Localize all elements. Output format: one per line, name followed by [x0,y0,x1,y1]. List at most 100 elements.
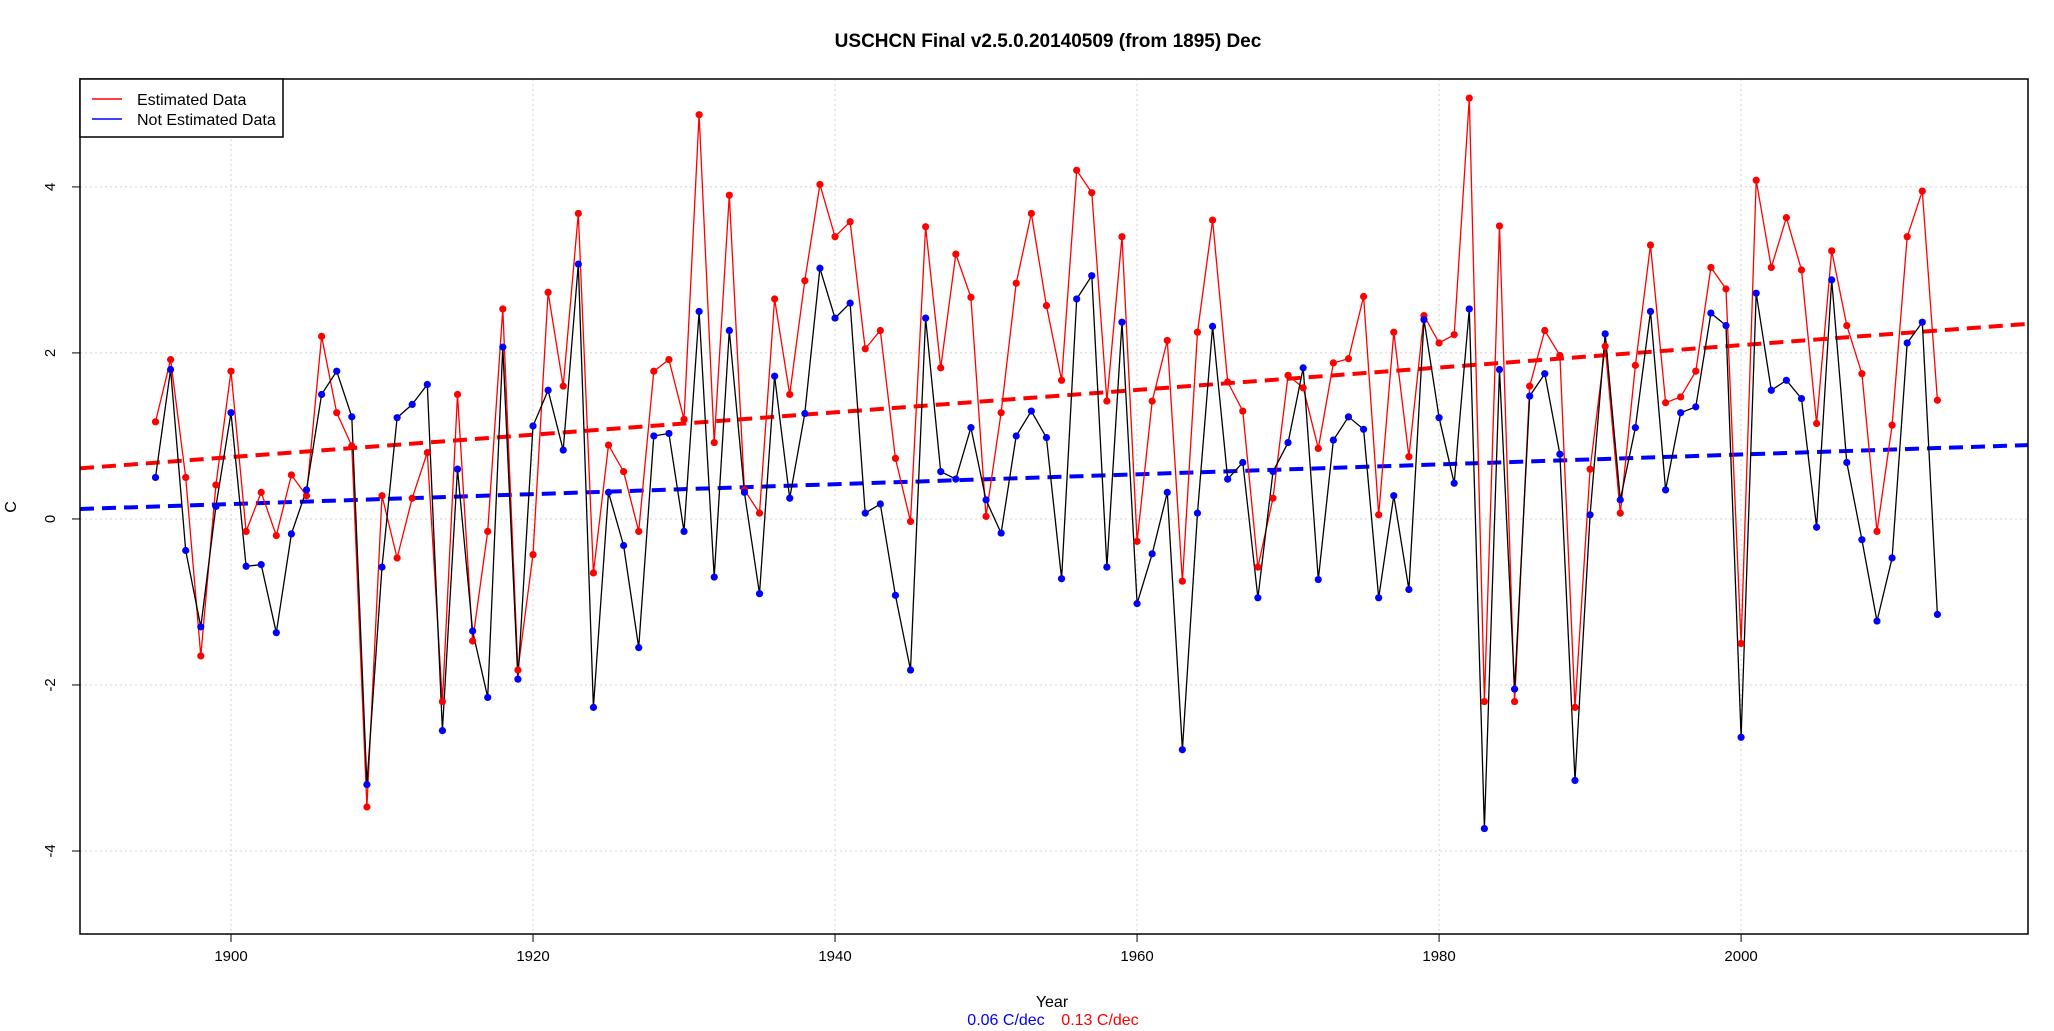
data-point-not-estimated [1269,468,1277,476]
data-point-estimated [499,305,507,313]
data-point-not-estimated [1873,617,1881,625]
data-point-estimated [1057,376,1066,384]
data-point-estimated [1344,355,1353,363]
data-point-estimated [287,471,296,479]
data-point-estimated [1797,266,1806,274]
legend-label-not-estimated: Not Estimated Data [137,112,276,129]
data-point-not-estimated [1329,436,1337,444]
data-point-estimated [786,390,794,399]
data-point-not-estimated [906,666,915,674]
data-point-estimated [1556,351,1564,360]
data-point-estimated [1631,361,1639,369]
data-point-estimated [438,697,447,706]
data-point-not-estimated [1344,413,1353,421]
legend-box [79,78,284,138]
data-point-estimated [801,277,809,285]
data-point-not-estimated [1510,685,1519,693]
data-point-not-estimated [1148,550,1156,558]
data-point-estimated [1510,697,1519,706]
data-point-not-estimated [1903,339,1911,347]
data-point-estimated [1767,263,1775,272]
data-point-not-estimated [272,629,280,637]
data-point-not-estimated [801,409,809,418]
y-tick-label: -2 [42,678,59,691]
data-point-estimated [167,355,175,364]
data-point-estimated [348,442,356,450]
data-point-not-estimated [544,386,552,394]
data-point-estimated [378,492,386,500]
data-point-estimated [1616,509,1624,517]
data-point-estimated [1933,396,1941,404]
data-point-not-estimated [937,468,945,476]
data-point-not-estimated [740,488,749,496]
data-point-not-estimated [1057,575,1066,583]
data-point-not-estimated [1828,276,1836,284]
data-point-not-estimated [438,727,447,735]
data-point-not-estimated [1933,610,1941,619]
data-point-not-estimated [318,390,326,399]
data-point-not-estimated [650,432,658,440]
data-point-not-estimated [1420,316,1428,324]
data-point-not-estimated [1767,386,1775,394]
trend-rate-red: 0.13 C/dec [1061,1012,1138,1026]
data-point-not-estimated [1178,746,1186,754]
data-point-not-estimated [1692,403,1700,411]
data-point-not-estimated [1541,370,1549,378]
data-point-estimated [1646,241,1655,249]
data-point-not-estimated [695,307,703,316]
y-tick-label: 4 [42,183,59,191]
data-point-estimated [589,569,598,577]
data-point-estimated [1073,166,1081,174]
data-point-estimated [1012,279,1020,287]
data-point-not-estimated [1888,554,1896,562]
data-point-estimated [1495,222,1504,230]
data-point-estimated [952,250,960,258]
data-point-not-estimated [197,623,205,631]
data-point-not-estimated [182,546,190,555]
data-point-not-estimated [242,562,250,570]
data-point-estimated [982,512,990,521]
data-point-estimated [1118,233,1126,241]
data-point-not-estimated [1571,776,1579,785]
data-point-estimated [861,345,869,353]
data-point-not-estimated [1299,364,1307,372]
data-point-not-estimated [1782,376,1790,384]
data-point-estimated [514,666,522,674]
data-point-estimated [529,551,537,559]
x-tick-label: 1920 [516,948,549,965]
data-point-estimated [1133,537,1141,545]
data-point-not-estimated [151,473,160,482]
x-tick-label: 2000 [1724,948,1757,965]
data-point-not-estimated [952,475,960,483]
series-line-layer [154,98,1939,829]
data-point-not-estimated [333,367,341,375]
data-point-not-estimated [393,414,401,422]
data-point-estimated [559,382,567,390]
data-point-estimated [906,517,915,526]
data-point-not-estimated [1027,407,1035,415]
data-point-estimated [1269,494,1277,502]
legend: Estimated Data Not Estimated Data [79,78,284,138]
data-point-estimated [272,531,280,540]
legend-label-estimated: Estimated Data [137,92,246,109]
data-point-estimated [151,418,160,426]
data-point-not-estimated [574,260,582,268]
data-point-estimated [1541,326,1549,335]
data-point-estimated [1586,465,1594,473]
data-point-estimated [620,468,628,476]
plot-frame [79,78,2029,935]
trend-line-estimated [79,321,2029,471]
trend-line-not-estimated [79,443,2029,511]
data-point-not-estimated [499,343,507,351]
data-point-not-estimated [1163,488,1171,496]
data-point-estimated [1163,336,1171,345]
data-point-not-estimated [1314,575,1322,584]
data-point-not-estimated [816,264,824,272]
data-point-estimated [997,409,1005,417]
data-point-estimated [967,293,975,301]
y-axis-title: C [3,501,20,513]
data-point-estimated [1435,339,1443,347]
data-point-estimated [302,492,311,500]
data-point-not-estimated [589,703,598,711]
data-point-not-estimated [529,422,537,430]
